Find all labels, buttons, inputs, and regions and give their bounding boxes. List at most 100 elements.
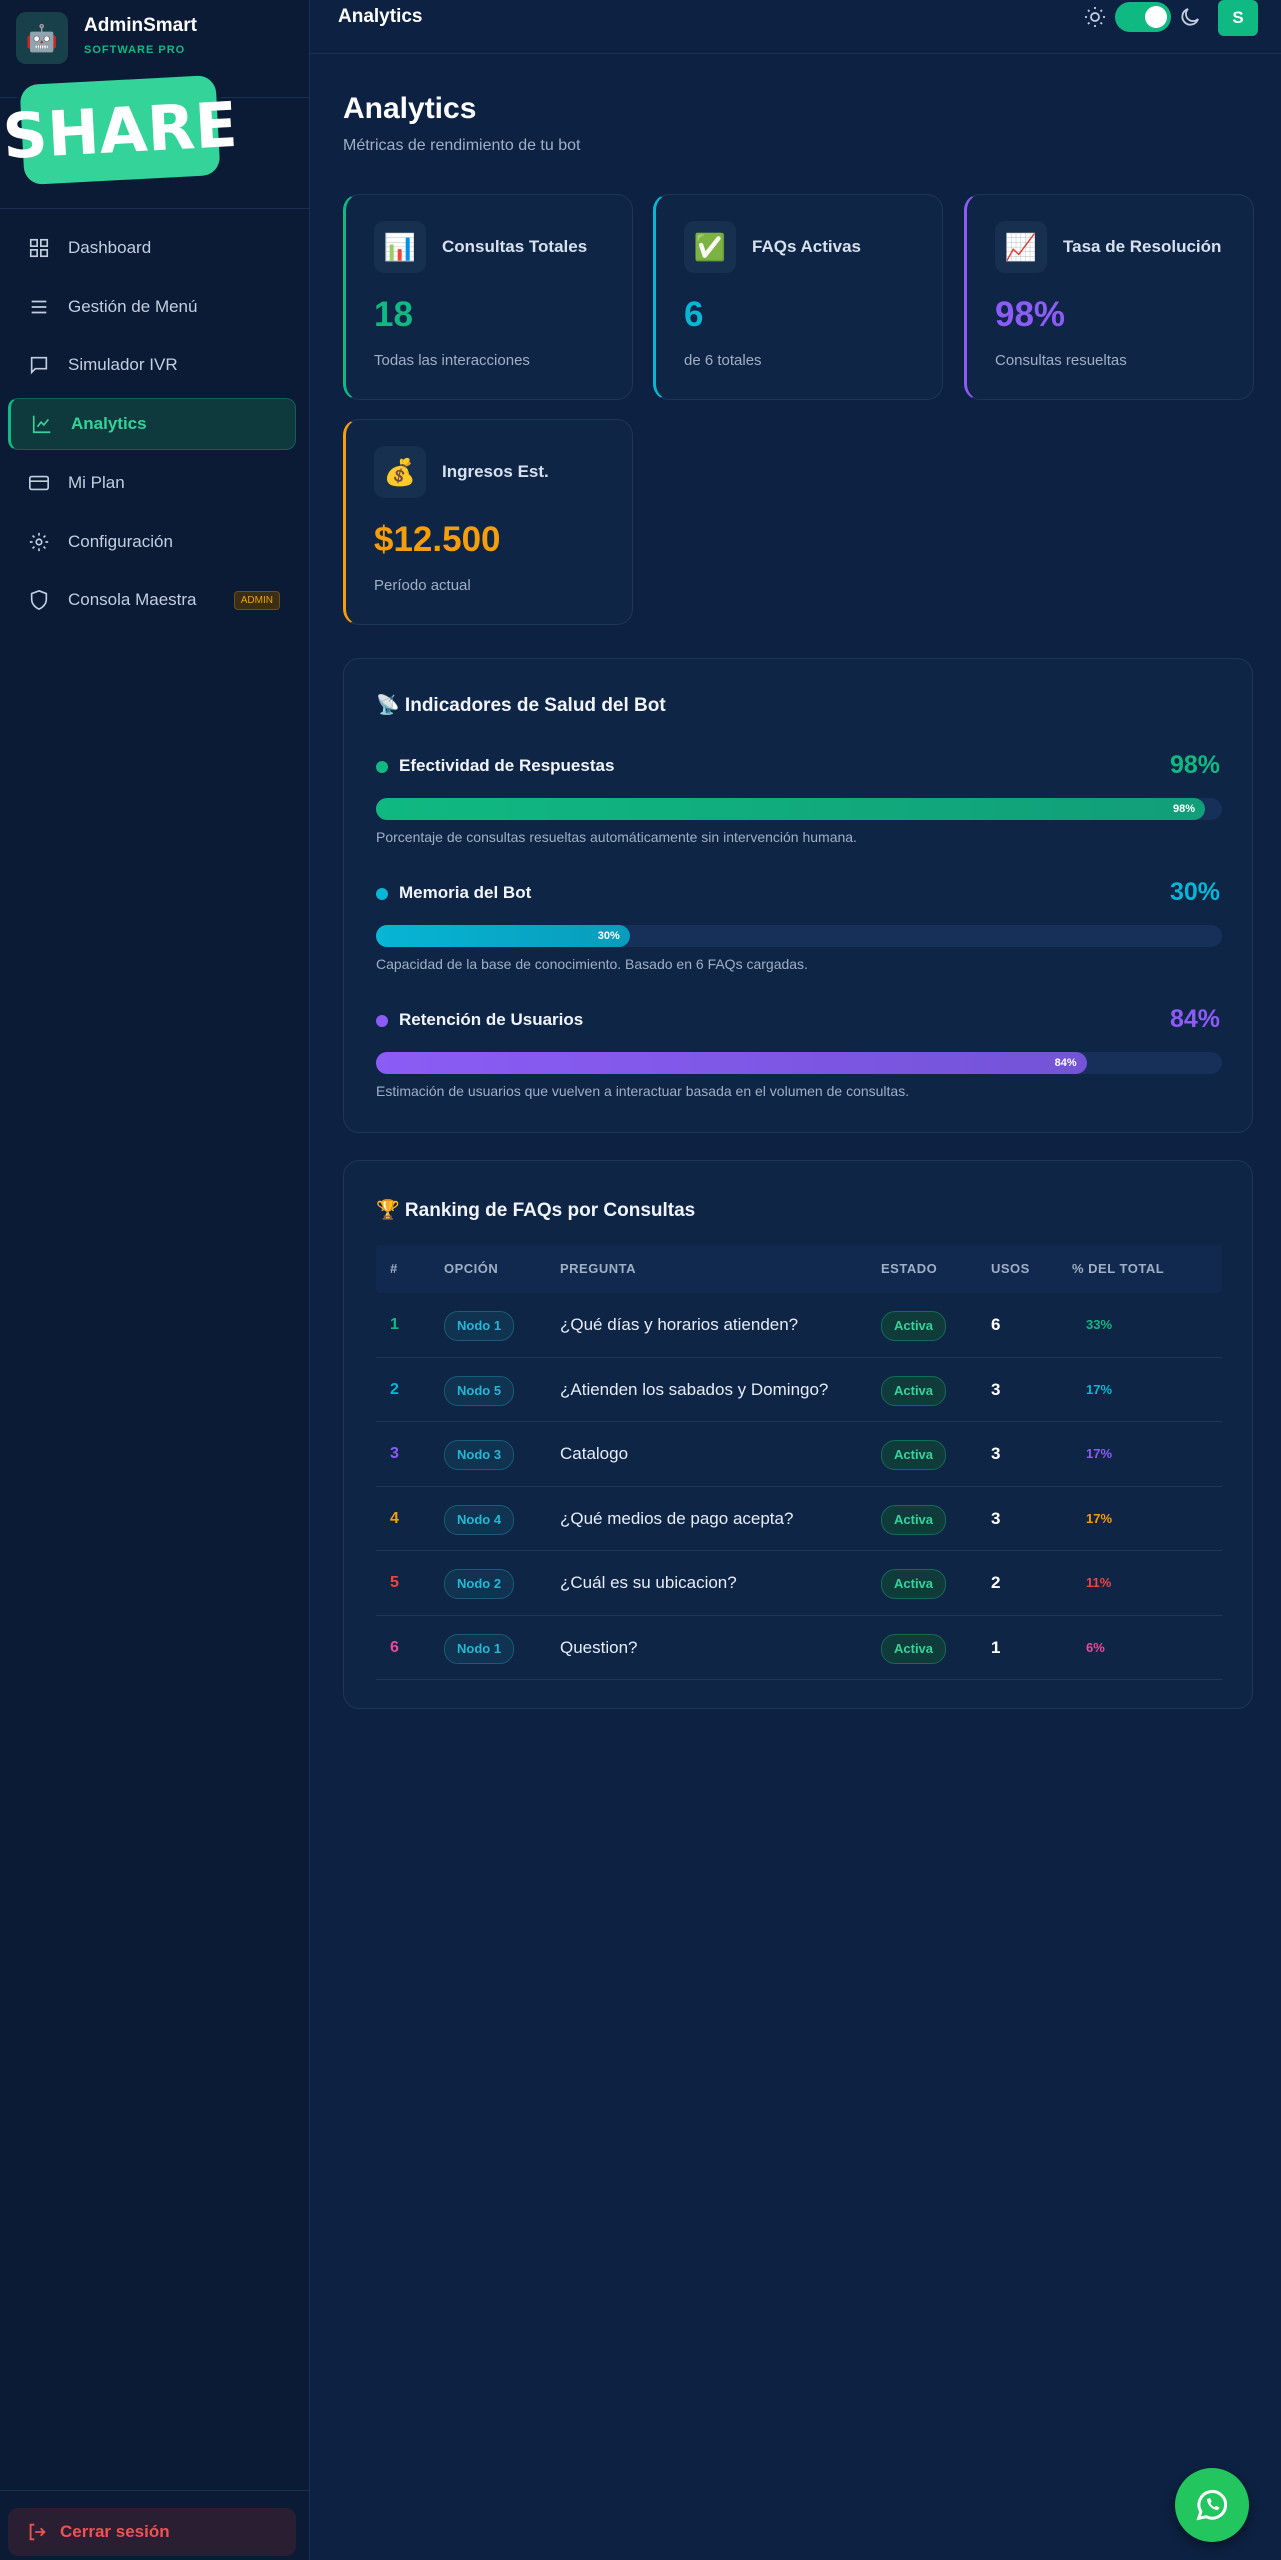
nav-label: Gestión de Menú: [68, 296, 198, 316]
panel-title: 🏆 Ranking de FAQs por Consultas: [376, 1200, 696, 1221]
stat-value: 98%: [995, 295, 1066, 334]
uses-cell: 1: [991, 1637, 1001, 1657]
user-avatar[interactable]: S: [1218, 0, 1258, 36]
question-cell: ¿Cuál es su ubicacion?: [560, 1573, 737, 1592]
status-pill: Activa: [881, 1375, 947, 1406]
nav-icon: [30, 357, 48, 375]
column-header: USOS: [991, 1261, 1030, 1276]
rank-cell: 1: [390, 1316, 399, 1333]
status-cell: Activa: [881, 1551, 947, 1615]
nav-item[interactable]: Consola Maestra ADMIN: [8, 574, 296, 626]
status-pill: Activa: [881, 1440, 947, 1470]
option-cell: Nodo 5: [444, 1358, 515, 1422]
status-cell: Activa: [881, 1422, 947, 1486]
stat-label: Consultas Totales: [442, 237, 588, 256]
whatsapp-icon: [1196, 2490, 1228, 2521]
share-sticker[interactable]: SHARE: [1, 74, 239, 186]
stat-label: Ingresos Est.: [442, 462, 549, 481]
progress-track: 84%: [376, 1052, 1222, 1074]
indicator-name: Efectividad de Respuestas: [399, 756, 615, 775]
stat-value: 6: [684, 295, 704, 334]
nav-label: Dashboard: [68, 238, 152, 257]
option-cell: Nodo 1: [444, 1616, 515, 1680]
ranking-panel: 🏆 Ranking de FAQs por Consultas # OPCIÓN P…: [343, 1160, 1253, 1709]
column-header: OPCIÓN: [444, 1261, 499, 1276]
status-cell: Activa: [881, 1358, 947, 1422]
question-cell: ¿Qué días y horarios atienden?: [560, 1315, 799, 1334]
stat-note: Consultas resueltas: [995, 352, 1127, 369]
divider: [0, 2490, 310, 2491]
column-header: PREGUNTA: [560, 1261, 636, 1276]
node-pill: Nodo 2: [444, 1569, 515, 1599]
brand-name: AdminSmart: [84, 15, 197, 36]
stat-icon: 📊: [374, 221, 426, 273]
node-pill: Nodo 4: [444, 1504, 515, 1535]
option-cell: Nodo 1: [444, 1293, 515, 1357]
header-title: Analytics: [338, 6, 423, 27]
theme-toggle[interactable]: [1115, 2, 1171, 32]
logout-label: Cerrar sesión: [60, 2522, 170, 2541]
health-panel: 📡 Indicadores de Salud del Bot Efectivid…: [343, 658, 1253, 1133]
indicator-dot: [376, 761, 388, 773]
status-cell: Activa: [881, 1616, 947, 1680]
stat-note: de 6 totales: [684, 352, 762, 369]
row-divider: [376, 1550, 1222, 1551]
panel-title: 📡 Indicadores de Salud del Bot: [376, 695, 666, 716]
whatsapp-button[interactable]: [1175, 2468, 1249, 2542]
question-cell: Catalogo: [560, 1444, 629, 1463]
rank-cell: 6: [390, 1638, 399, 1656]
uses-cell: 2: [991, 1573, 1001, 1592]
page-title: Analytics: [343, 92, 477, 125]
nav-item[interactable]: Dashboard: [8, 222, 296, 274]
uses-cell: 6: [991, 1315, 1001, 1334]
node-pill: Nodo 1: [444, 1633, 515, 1664]
nav-icon: [29, 475, 49, 491]
uses-cell: 3: [991, 1508, 1001, 1528]
nav-label: Consola Maestra: [68, 590, 197, 610]
row-divider: [376, 1421, 1222, 1422]
logout-icon: [29, 2523, 46, 2541]
nav-label: Simulador IVR: [68, 355, 178, 375]
nav-item[interactable]: Configuración: [8, 516, 296, 568]
indicator-value: 98%: [1169, 751, 1220, 779]
nav-item[interactable]: Mi Plan: [8, 457, 296, 509]
share-cell: 17%: [1086, 1510, 1113, 1526]
stat-label: FAQs Activas: [752, 237, 861, 256]
rank-cell: 3: [390, 1445, 399, 1462]
share-cell: 33%: [1086, 1317, 1113, 1332]
rank-cell: 4: [390, 1509, 399, 1527]
indicator-name: Memoria del Bot: [399, 883, 532, 902]
stat-label: Tasa de Resolución: [1063, 237, 1222, 256]
stat-value: $12.500: [374, 520, 501, 559]
sun-icon: [1085, 7, 1105, 27]
nav-item[interactable]: Simulador IVR: [8, 339, 296, 391]
stat-card: ✅ FAQs Activas 6 de 6 totales: [653, 194, 943, 400]
option-cell: Nodo 2: [444, 1551, 515, 1615]
logout-button[interactable]: Cerrar sesión: [8, 2508, 296, 2556]
divider: [0, 208, 310, 209]
progress-track: 98%: [376, 798, 1222, 820]
progress-fill: 98%: [376, 798, 1206, 820]
row-divider: [376, 1614, 1222, 1616]
node-pill: Nodo 3: [444, 1440, 515, 1470]
row-divider: [376, 1679, 1222, 1680]
brand-logo: 🤖: [16, 12, 68, 64]
nav-icon: [31, 300, 47, 314]
nav-item[interactable]: Analytics: [8, 398, 296, 451]
uses-cell: 3: [991, 1379, 1001, 1399]
stat-icon: 📈: [995, 221, 1047, 273]
nav-icon: [30, 590, 48, 611]
stat-card: 📈 Tasa de Resolución 98% Consultas resuelta…: [964, 194, 1254, 400]
row-divider: [376, 1485, 1222, 1487]
column-header: ESTADO: [881, 1261, 938, 1276]
nav-item[interactable]: Gestión de Menú: [8, 281, 296, 333]
question-cell: ¿Qué medios de pago acepta?: [560, 1508, 794, 1528]
table-header: # OPCIÓN PREGUNTA ESTADO USOS % DEL TOTAL: [376, 1245, 1222, 1293]
node-pill: Nodo 1: [444, 1311, 515, 1341]
indicator-value: 84%: [1169, 1005, 1220, 1033]
status-pill: Activa: [881, 1633, 947, 1664]
share-cell: 17%: [1086, 1381, 1113, 1397]
progress-fill: 84%: [376, 1052, 1087, 1074]
